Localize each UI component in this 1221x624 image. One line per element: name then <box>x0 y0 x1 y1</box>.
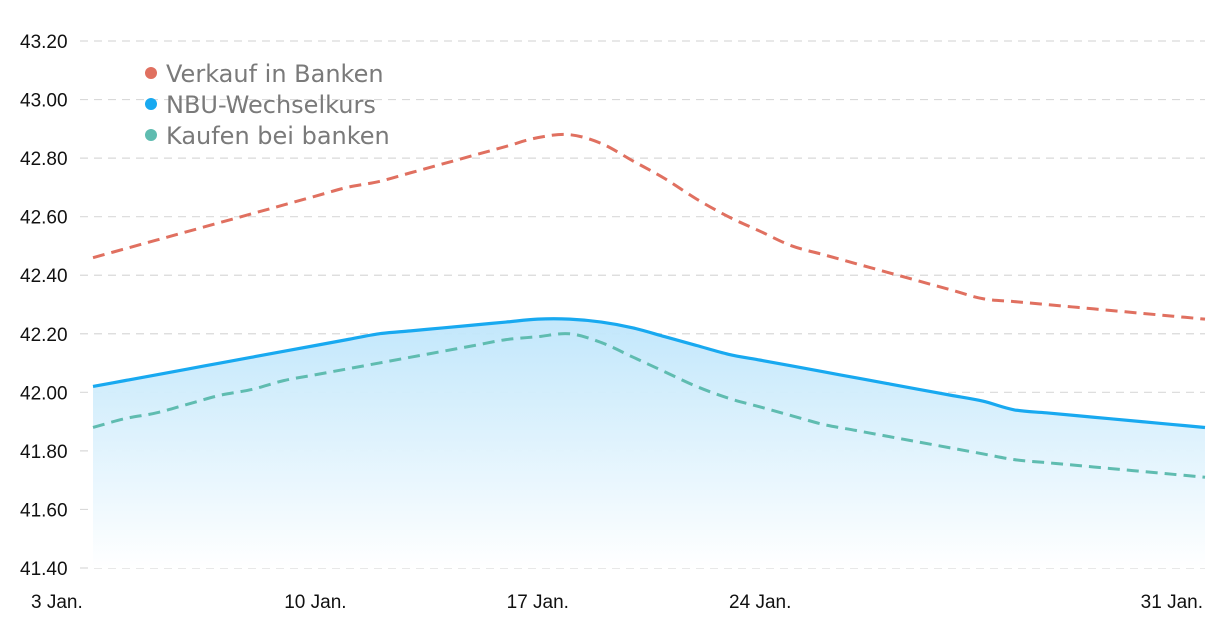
legend-marker <box>145 98 157 110</box>
area-layer <box>93 318 1205 568</box>
series-line-2 <box>92 332 1206 479</box>
x-tick-label: 17 Jan. <box>507 592 569 613</box>
x-tick-label: 3 Jan. <box>31 592 83 613</box>
legend-label: NBU-Wechselkurs <box>166 91 376 119</box>
y-tick-label: 41.60 <box>20 500 68 521</box>
y-axis-ticks: 41.40 41.60 41.80 42.00 42.20 42.40 42.60 42.80… <box>20 32 68 580</box>
y-tick-label: 41.40 <box>20 559 68 580</box>
legend: Verkauf in Banken NBU-Wechselkurs Kaufen b… <box>145 60 390 150</box>
legend-marker <box>145 129 157 141</box>
series-line-1 <box>92 317 1206 430</box>
x-tick-label: 31 Jan. <box>1141 592 1203 613</box>
line-layer <box>92 132 1206 479</box>
series-line-0 <box>92 132 1206 321</box>
x-tick-label: 24 Jan. <box>729 592 791 613</box>
y-tick-label: 43.20 <box>20 32 68 53</box>
y-tick-label: 42.80 <box>20 149 68 170</box>
x-tick-label: 10 Jan. <box>284 592 346 613</box>
y-tick-label: 41.80 <box>20 442 68 463</box>
legend-label: Verkauf in Banken <box>166 60 384 88</box>
y-tick-label: 42.60 <box>20 208 68 229</box>
series-area-1 <box>93 318 1205 568</box>
legend-label: Kaufen bei banken <box>166 122 390 150</box>
y-tick-label: 42.40 <box>20 266 68 287</box>
legend-marker <box>145 67 157 79</box>
y-tick-label: 43.00 <box>20 91 68 112</box>
y-tick-label: 42.00 <box>20 383 68 404</box>
y-tick-label: 42.20 <box>20 325 68 346</box>
x-axis-ticks: 3 Jan. 10 Jan. 17 Jan. 24 Jan. 31 Jan. <box>31 592 1203 613</box>
